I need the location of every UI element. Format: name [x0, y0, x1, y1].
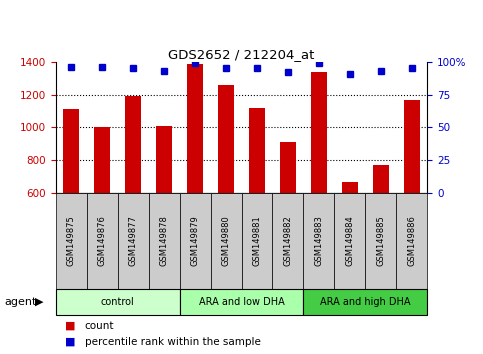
- Text: control: control: [100, 297, 134, 307]
- Text: ▶: ▶: [35, 297, 43, 307]
- Bar: [404, 99, 420, 193]
- Text: GSM149881: GSM149881: [253, 215, 261, 266]
- Bar: [342, 182, 358, 193]
- Bar: [272, 193, 303, 289]
- Bar: [311, 72, 327, 193]
- Bar: [249, 108, 265, 193]
- Bar: [187, 64, 203, 193]
- Bar: [180, 193, 211, 289]
- Bar: [218, 85, 234, 193]
- Text: GSM149886: GSM149886: [408, 215, 416, 266]
- Bar: [117, 193, 149, 289]
- Text: agent: agent: [5, 297, 37, 307]
- Bar: [303, 289, 427, 315]
- Text: ■: ■: [65, 321, 76, 331]
- Text: ARA and high DHA: ARA and high DHA: [320, 297, 411, 307]
- Bar: [56, 289, 180, 315]
- Text: GSM149885: GSM149885: [376, 215, 385, 266]
- Text: GSM149878: GSM149878: [159, 215, 169, 266]
- Text: ARA and low DHA: ARA and low DHA: [199, 297, 284, 307]
- Bar: [56, 193, 86, 289]
- Text: GSM149875: GSM149875: [67, 215, 75, 266]
- Bar: [180, 289, 303, 315]
- Text: GSM149877: GSM149877: [128, 215, 138, 266]
- Bar: [303, 193, 334, 289]
- Text: GSM149879: GSM149879: [190, 215, 199, 266]
- Bar: [63, 109, 79, 193]
- Text: GSM149880: GSM149880: [222, 215, 230, 266]
- Text: count: count: [85, 321, 114, 331]
- Bar: [211, 193, 242, 289]
- Bar: [86, 193, 117, 289]
- Text: GSM149876: GSM149876: [98, 215, 107, 266]
- Text: GSM149883: GSM149883: [314, 215, 324, 266]
- Bar: [242, 193, 272, 289]
- Text: GSM149882: GSM149882: [284, 215, 293, 266]
- Text: percentile rank within the sample: percentile rank within the sample: [85, 337, 260, 347]
- Bar: [149, 193, 180, 289]
- Text: GSM149884: GSM149884: [345, 215, 355, 266]
- Bar: [94, 127, 110, 193]
- Bar: [373, 165, 389, 193]
- Bar: [156, 126, 172, 193]
- Bar: [334, 193, 366, 289]
- Title: GDS2652 / 212204_at: GDS2652 / 212204_at: [168, 48, 315, 61]
- Bar: [280, 142, 296, 193]
- Bar: [125, 96, 141, 193]
- Bar: [397, 193, 427, 289]
- Bar: [366, 193, 397, 289]
- Text: ■: ■: [65, 337, 76, 347]
